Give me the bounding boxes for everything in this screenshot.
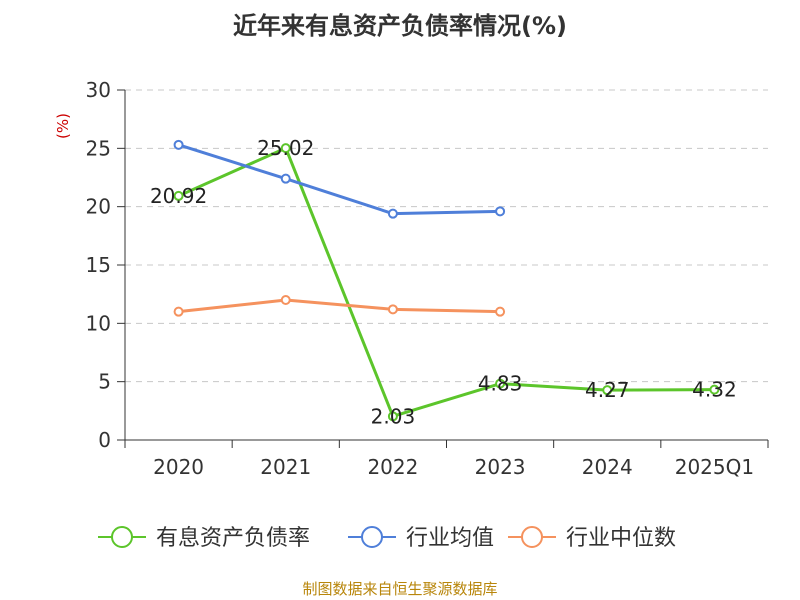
- data-point: [280, 173, 291, 184]
- data-point: [173, 190, 184, 201]
- x-tick-label: 2022: [367, 455, 418, 479]
- data-point: [280, 143, 291, 154]
- series-line-0: [177, 146, 715, 418]
- legend-marker: [111, 526, 133, 548]
- data-point: [173, 306, 184, 317]
- x-tick-label: 2021: [260, 455, 311, 479]
- y-tick-label: 30: [86, 78, 111, 102]
- data-label: 25.02: [257, 136, 314, 160]
- data-point: [495, 378, 506, 389]
- data-label: 4.27: [585, 378, 630, 402]
- y-tick-label: 10: [86, 311, 111, 335]
- data-point: [495, 306, 506, 317]
- legend-label: 有息资产负债率: [156, 526, 310, 551]
- data-labels: 20.92 25.02 2.03 4.83 4.27 4.32: [150, 136, 737, 428]
- data-point: [709, 384, 720, 395]
- data-point: [495, 206, 506, 217]
- y-tick-label: 20: [86, 195, 111, 219]
- y-tick-label: 0: [98, 428, 111, 452]
- series-line-2: [178, 298, 501, 314]
- legend-label: 行业均值: [406, 526, 494, 551]
- legend-marker: [361, 526, 383, 548]
- data-point: [387, 304, 398, 315]
- data-point: [387, 411, 398, 422]
- legend: 有息资产负债率 行业均值 行业中位数: [98, 526, 676, 551]
- x-tick-label: 2020: [153, 455, 204, 479]
- source-note: 制图数据来自恒生聚源数据库: [302, 580, 498, 598]
- chart-title: 近年来有息资产负债率情况(%): [233, 12, 567, 40]
- y-tick-label: 25: [86, 136, 111, 160]
- x-tick-label: 2023: [475, 455, 526, 479]
- legend-label: 行业中位数: [566, 526, 676, 551]
- data-label: 20.92: [150, 184, 207, 208]
- y-tick-label: 5: [98, 370, 111, 394]
- data-point: [387, 208, 398, 219]
- data-point: [280, 295, 291, 305]
- series-line-1: [178, 143, 501, 216]
- x-tick-label: 2024: [582, 455, 633, 479]
- legend-marker: [521, 526, 543, 548]
- data-label: 2.03: [371, 404, 416, 428]
- series: [173, 139, 720, 422]
- data-point: [602, 385, 613, 396]
- grid-lines: [125, 89, 768, 383]
- y-axis-label: (%): [54, 113, 72, 139]
- y-tick-label: 15: [86, 253, 111, 277]
- data-point: [173, 139, 184, 150]
- axes: 0 5 10 15 20 25 30 2020 2021 2022 2023 2024 2025Q1 (%…: [54, 78, 769, 479]
- data-label: 4.32: [692, 378, 737, 402]
- data-label: 4.83: [478, 372, 523, 396]
- x-tick-label: 2025Q1: [675, 455, 754, 479]
